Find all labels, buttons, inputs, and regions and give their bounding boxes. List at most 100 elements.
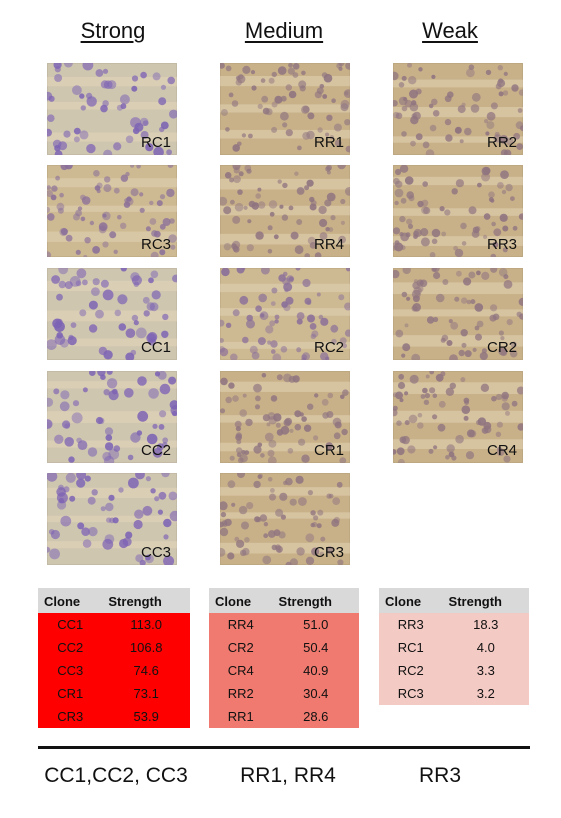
stained-cell [499,213,508,222]
stained-cell [270,395,278,402]
stained-cell [441,334,449,342]
stained-cell [263,522,269,527]
stained-cell [505,410,510,416]
stained-cell [77,206,83,211]
stained-cell [393,100,398,107]
stained-cell [404,323,409,328]
stained-cell [470,104,480,113]
stained-cell [483,234,488,239]
stained-cell [100,279,109,288]
stained-cell [295,268,301,271]
stained-cell [490,253,497,257]
stained-cell [284,288,289,293]
stained-cell [407,445,416,454]
table-row: RC2 3.3 [379,659,529,682]
stained-cell [298,80,307,89]
clone-cell: RC1 [379,636,443,659]
stained-cell [265,108,273,116]
column-header-strength: Strength [272,588,359,613]
stained-cell [463,397,470,404]
stained-cell [146,433,158,445]
stained-cell [280,514,286,520]
stained-cell [97,371,106,377]
texture-streak [220,487,350,496]
stained-cell [324,199,332,207]
stained-cell [249,345,258,354]
stained-cell [47,190,53,197]
stained-cell [397,458,405,463]
stained-cell [393,449,397,455]
stained-cell [261,95,269,103]
stained-cell [166,188,175,198]
stained-cell [328,493,334,499]
stained-cell [154,371,161,377]
stained-cell [511,400,518,407]
strength-cell: 74.6 [102,659,190,682]
stained-cell [283,304,291,312]
stained-cell [273,234,279,240]
stained-cell [503,274,509,280]
strength-cell: 53.9 [102,705,190,728]
stained-cell [246,502,254,510]
stained-cell [331,98,336,103]
stained-cell [393,269,400,279]
stained-cell [142,120,149,126]
stained-cell [503,71,508,76]
stained-cell [63,130,71,138]
stained-cell [131,275,142,286]
stained-cell [486,111,496,121]
stained-cell [302,105,310,113]
stained-cell [410,140,416,147]
stained-cell [278,531,286,539]
stained-cell [333,123,342,132]
column-header-strength: Strength [102,588,190,613]
stained-cell [337,165,346,170]
stained-cell [432,393,438,399]
micrograph-texture [47,473,177,565]
stained-cell [310,200,317,206]
stained-cell [169,218,175,224]
table-row: CR3 53.9 [38,705,190,728]
micrograph-tile: CR4 [393,371,523,463]
stained-cell [490,304,498,312]
texture-streak [220,381,350,392]
stained-cell [102,538,114,550]
stained-cell [503,455,511,463]
stained-cell [445,455,450,460]
stained-cell [444,118,452,126]
table-row: RR4 51.0 [209,613,359,636]
stained-cell [449,382,456,389]
stained-cell [91,287,100,296]
stained-cell [239,409,247,417]
stained-cell [257,474,263,480]
stained-cell [461,102,466,107]
stained-cell [73,127,81,135]
stained-cell [125,197,134,206]
stained-cell [429,387,436,394]
stained-cell [502,90,509,96]
stained-cell [71,412,83,424]
strength-cell: 50.4 [272,636,359,659]
stained-cell [399,215,406,223]
stained-cell [411,353,421,360]
header-weak: Weak [422,18,478,43]
stained-cell [280,95,287,102]
stained-cell [93,170,100,177]
stained-cell [307,403,314,410]
stained-cell [321,398,329,406]
stained-cell [223,206,232,215]
texture-streak [47,310,177,322]
stained-cell [328,227,334,232]
stained-cell [329,135,334,140]
stained-cell [451,188,458,195]
stained-cell [510,341,517,348]
stained-cell [162,437,169,444]
clone-cell: CR2 [209,636,273,659]
stained-cell [150,488,156,494]
stained-cell [103,184,112,193]
stained-cell [237,74,246,84]
texture-streak [220,233,350,245]
stained-cell [158,491,167,500]
stained-cell [131,85,138,92]
micrograph-texture [47,371,177,463]
